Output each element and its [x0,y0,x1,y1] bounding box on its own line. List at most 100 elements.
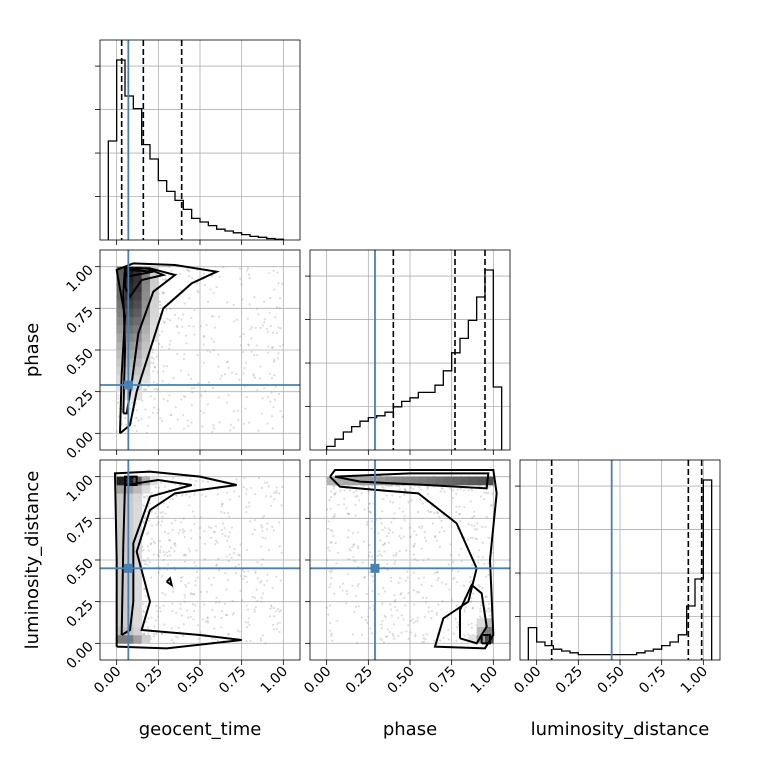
density-phase-vs-geocent-time-density-cell [116,333,126,342]
density-luminosity-distance-vs-geocent-time-sample [227,535,230,538]
density-phase-vs-geocent-time-sample [155,355,159,358]
density-luminosity-distance-vs-geocent-time-sample [146,545,150,548]
density-phase-vs-geocent-time-density-cell [116,350,126,359]
density-luminosity-distance-vs-geocent-time-sample [231,613,234,616]
density-luminosity-distance-vs-phase-sample [384,616,387,619]
density-luminosity-distance-vs-geocent-time-sample [245,510,248,514]
density-luminosity-distance-vs-phase-sample [360,616,363,619]
density-luminosity-distance-vs-geocent-time-sample [182,623,185,626]
density-luminosity-distance-vs-geocent-time-sample [245,575,248,578]
density-phase-vs-geocent-time: 0.00 0.25 0.50 0.75 1.00 [63,249,301,462]
density-phase-vs-geocent-time-sample [263,387,266,390]
density-luminosity-distance-vs-phase-density-cell [335,476,344,486]
density-luminosity-distance-vs-phase-sample [435,511,439,514]
density-luminosity-distance-vs-geocent-time-sample [173,542,176,546]
density-phase-vs-geocent-time-sample [211,431,214,434]
density-luminosity-distance-vs-phase-sample [381,602,384,605]
density-phase-vs-geocent-time-sample [277,352,280,355]
density-luminosity-distance-vs-phase-sample [366,621,369,624]
density-luminosity-distance-vs-phase-sample [462,489,466,492]
density-luminosity-distance-vs-phase-sample [385,494,388,497]
density-luminosity-distance-vs-geocent-time-sample [171,497,175,501]
density-luminosity-distance-vs-phase-sample [420,488,423,491]
density-luminosity-distance-vs-phase-sample [408,526,412,529]
density-luminosity-distance-vs-geocent-time-sample [203,558,206,561]
density-phase-vs-geocent-time-sample [179,288,182,291]
density-phase-vs-geocent-time-sample [212,315,215,318]
density-luminosity-distance-vs-phase-sample [346,536,350,539]
density-luminosity-distance-vs-phase-sample [403,488,406,491]
density-luminosity-distance-vs-geocent-time-sample [251,595,254,599]
density-luminosity-distance-vs-phase-sample [417,591,421,594]
density-phase-vs-geocent-time-sample [182,358,186,361]
density-luminosity-distance-vs-geocent-time-sample [193,522,196,526]
density-phase-vs-geocent-time-sample [229,429,232,432]
density-phase-vs-geocent-time-density-cell [133,375,142,384]
density-luminosity-distance-vs-phase-sample [351,546,354,549]
density-luminosity-distance-vs-geocent-time-sample [263,481,266,484]
density-luminosity-distance-vs-phase-sample [381,485,384,489]
density-luminosity-distance-vs-geocent-time-density-cell [125,585,134,594]
density-phase-vs-geocent-time-sample [124,423,127,426]
density-luminosity-distance-vs-geocent-time-sample [167,538,171,542]
density-phase-vs-geocent-time-sample [273,288,276,291]
density-phase-vs-geocent-time-sample [240,283,243,286]
density-luminosity-distance-vs-geocent-time-sample [273,498,276,501]
density-phase-vs-geocent-time-density-cell [133,308,142,317]
density-luminosity-distance-vs-geocent-time-sample [253,596,257,599]
density-phase-vs-geocent-time-sample [170,413,173,416]
density-luminosity-distance-vs-geocent-time-sample [239,574,242,577]
density-luminosity-distance-vs-geocent-time-sample [157,615,160,618]
density-luminosity-distance-vs-geocent-time-sample [165,551,168,554]
density-luminosity-distance-vs-phase-sample [473,524,476,527]
density-phase-vs-geocent-time-sample [181,313,185,316]
density-luminosity-distance-vs-geocent-time-density-cell [133,535,142,544]
density-luminosity-distance-vs-phase-sample [466,538,469,541]
density-luminosity-distance-vs-phase-sample [458,505,461,508]
density-luminosity-distance-vs-phase-sample [400,592,403,595]
density-phase-vs-geocent-time-sample [255,344,258,347]
density-luminosity-distance-vs-geocent-time-sample [156,507,159,510]
density-luminosity-distance-vs-phase-sample [352,491,355,494]
density-luminosity-distance-vs-phase-sample [330,569,334,572]
density-phase-vs-geocent-time-sample [162,398,165,401]
density-phase-vs-geocent-time-sample [249,328,252,331]
density-luminosity-distance-vs-phase-sample [451,560,455,564]
density-luminosity-distance-vs-phase-sample [420,547,423,550]
density-luminosity-distance-vs-phase-sample [403,488,406,491]
density-phase-vs-geocent-time-sample [173,313,177,316]
histogram-phase [305,249,511,455]
density-luminosity-distance-vs-geocent-time-sample [226,632,230,635]
density-luminosity-distance-vs-geocent-time-sample [245,640,248,643]
density-phase-vs-geocent-time-density-cell [133,350,142,359]
density-luminosity-distance-vs-geocent-time-sample [163,623,166,626]
density-phase-vs-geocent-time-sample [172,377,175,380]
density-luminosity-distance-vs-phase-sample [357,531,360,534]
density-phase-vs-geocent-time-sample [256,353,259,356]
density-luminosity-distance-vs-geocent-time-sample [261,536,264,539]
density-luminosity-distance-vs-geocent-time-sample [198,526,202,529]
density-phase-vs-geocent-time-sample [190,387,193,390]
density-phase-vs-geocent-time-density-cell [150,316,159,326]
density-luminosity-distance-vs-geocent-time-sample [158,606,162,610]
density-luminosity-distance-vs-geocent-time-sample [211,608,214,612]
density-luminosity-distance-vs-geocent-time-sample [262,514,266,518]
density-luminosity-distance-vs-geocent-time-sample [154,486,157,489]
density-phase-vs-geocent-time-ytick-label-0: 0.00 [63,429,96,462]
density-phase-vs-geocent-time-sample [212,423,215,427]
density-luminosity-distance-vs-geocent-time-sample [255,588,258,591]
density-luminosity-distance-vs-geocent-time-sample [250,486,253,490]
density-luminosity-distance-vs-phase-sample [416,620,419,623]
density-phase-vs-geocent-time-sample [273,398,276,401]
density-phase-vs-geocent-time-sample [239,335,242,338]
density-phase-vs-geocent-time-sample [165,308,168,311]
density-luminosity-distance-vs-geocent-time-xtick-label-3: 0.75 [216,664,249,697]
density-luminosity-distance-vs-phase-density-cell [385,476,394,486]
density-phase-vs-geocent-time-sample [227,366,230,369]
density-luminosity-distance-vs-phase-sample [427,606,430,609]
density-luminosity-distance-vs-phase-sample [400,537,403,540]
density-luminosity-distance-vs-geocent-time-sample [210,583,213,586]
density-luminosity-distance-vs-phase-sample [328,629,332,632]
density-phase-vs-geocent-time-sample [233,320,236,323]
density-luminosity-distance-vs-geocent-time-sample [188,550,191,553]
